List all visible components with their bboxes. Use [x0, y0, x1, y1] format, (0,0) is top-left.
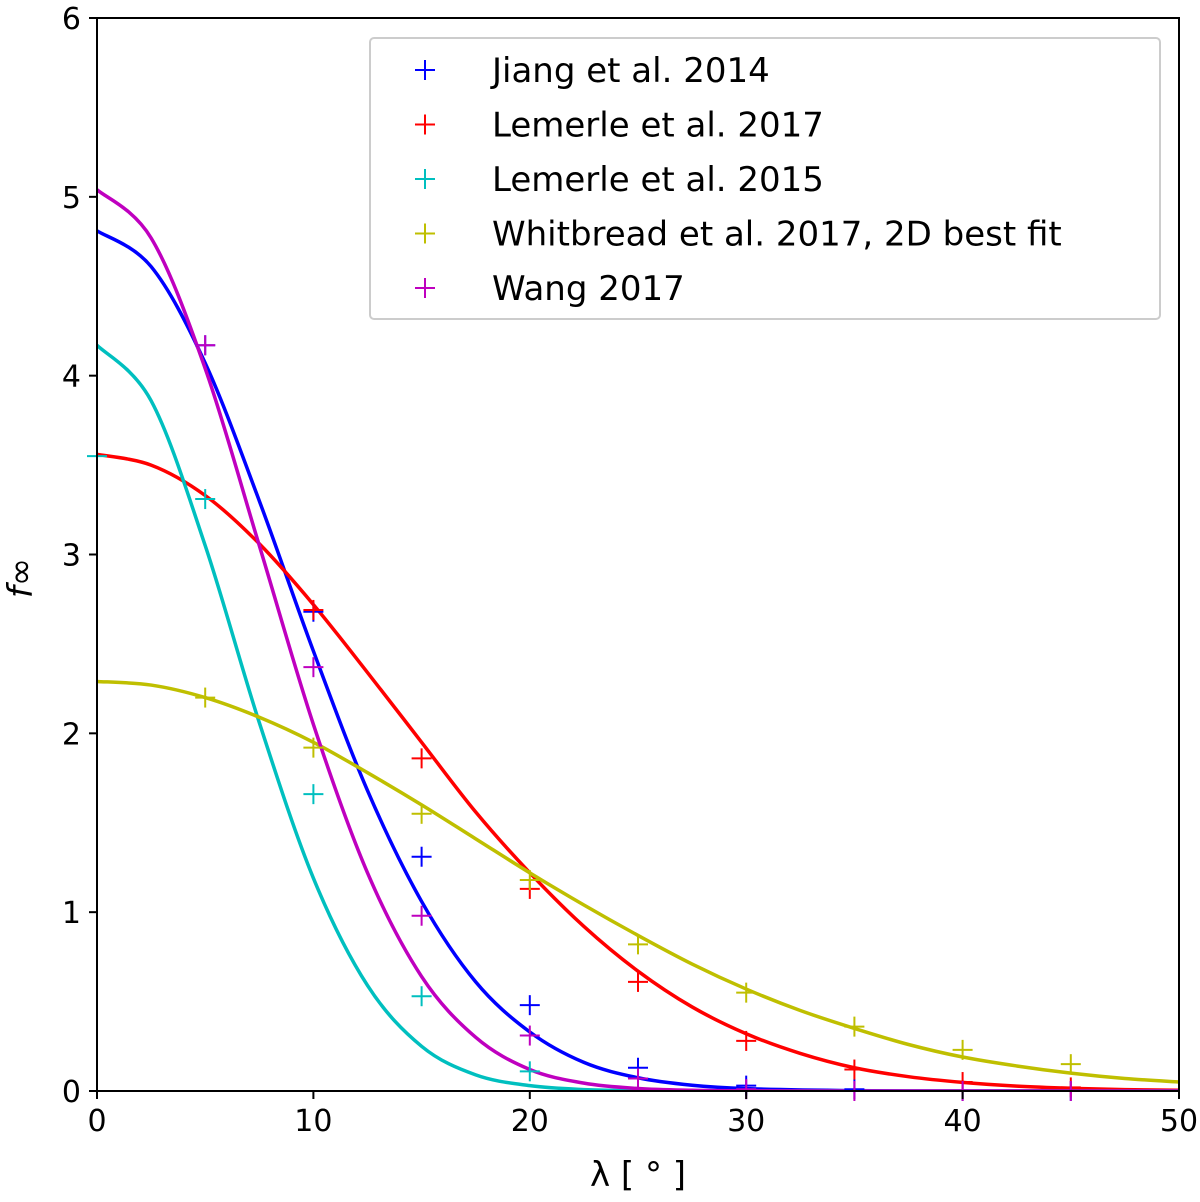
y-axis-label: f∞	[1, 558, 41, 598]
y-tick-label: 0	[62, 1075, 81, 1110]
legend-marker	[415, 278, 435, 298]
x-tick-label: 50	[1160, 1104, 1198, 1139]
series-point	[411, 986, 432, 1007]
series-point	[628, 1068, 648, 1089]
legend-label: Jiang et al. 2014	[490, 51, 770, 91]
series-point	[519, 995, 540, 1016]
legend: Jiang et al. 2014 Lemerle et al. 2017 Leme…	[369, 37, 1161, 320]
legend-marker	[415, 169, 435, 189]
y-tick-label: 1	[62, 896, 81, 931]
series-point	[195, 687, 216, 708]
legend-label: Whitbread et al. 2017, 2D best fit	[492, 215, 1062, 255]
series-point	[411, 846, 432, 867]
points-layer	[87, 335, 1081, 1101]
x-tick-label: 40	[944, 1104, 982, 1139]
series-point	[736, 1030, 757, 1051]
series-fit-line	[97, 343, 1179, 1091]
y-tick-label: 2	[62, 717, 81, 752]
series-point	[628, 934, 648, 955]
series-point	[1060, 1054, 1081, 1075]
series-point	[519, 869, 540, 890]
legend-box	[369, 37, 1161, 320]
x-tick-label: 0	[87, 1104, 106, 1139]
y-tick-label: 3	[62, 539, 81, 574]
x-axis-label: λ [ ° ]	[590, 1155, 686, 1195]
series-point	[195, 335, 216, 356]
series-fit-line	[97, 452, 1179, 1091]
y-tick-label: 5	[62, 181, 81, 216]
y-axis: 0 1 2 3 4 5 6	[62, 2, 97, 1110]
series-point	[628, 971, 648, 992]
series-point	[844, 1016, 865, 1037]
series-layer	[97, 188, 1179, 1091]
y-tick-label: 6	[62, 2, 81, 37]
series-point	[303, 599, 324, 620]
series-point	[195, 489, 216, 510]
legend-label: Lemerle et al. 2017	[492, 106, 824, 146]
x-tick-label: 20	[511, 1104, 549, 1139]
series-point	[303, 737, 324, 758]
series-point	[411, 748, 432, 769]
legend-marker	[415, 114, 435, 135]
legend-marker	[415, 223, 435, 244]
series-point	[303, 784, 324, 805]
x-axis: 0 10 20 30 40 50	[87, 1091, 1198, 1139]
series-fit-line	[97, 229, 1179, 1091]
series-point	[844, 1059, 865, 1080]
series-point	[519, 1025, 540, 1046]
legend-label: Lemerle et al. 2015	[492, 160, 824, 200]
series-point	[736, 982, 757, 1003]
series-point	[952, 1039, 973, 1060]
series-fit-line	[97, 679, 1179, 1084]
series-point	[411, 803, 432, 824]
series-point	[519, 1061, 540, 1082]
x-tick-label: 10	[294, 1104, 332, 1139]
legend-label: Wang 2017	[492, 269, 685, 309]
y-tick-label: 4	[62, 360, 81, 395]
legend-marker	[415, 60, 435, 80]
x-tick-label: 30	[727, 1104, 765, 1139]
series-point	[411, 905, 432, 926]
series-point	[303, 657, 324, 678]
series-fit-line	[97, 188, 1179, 1091]
